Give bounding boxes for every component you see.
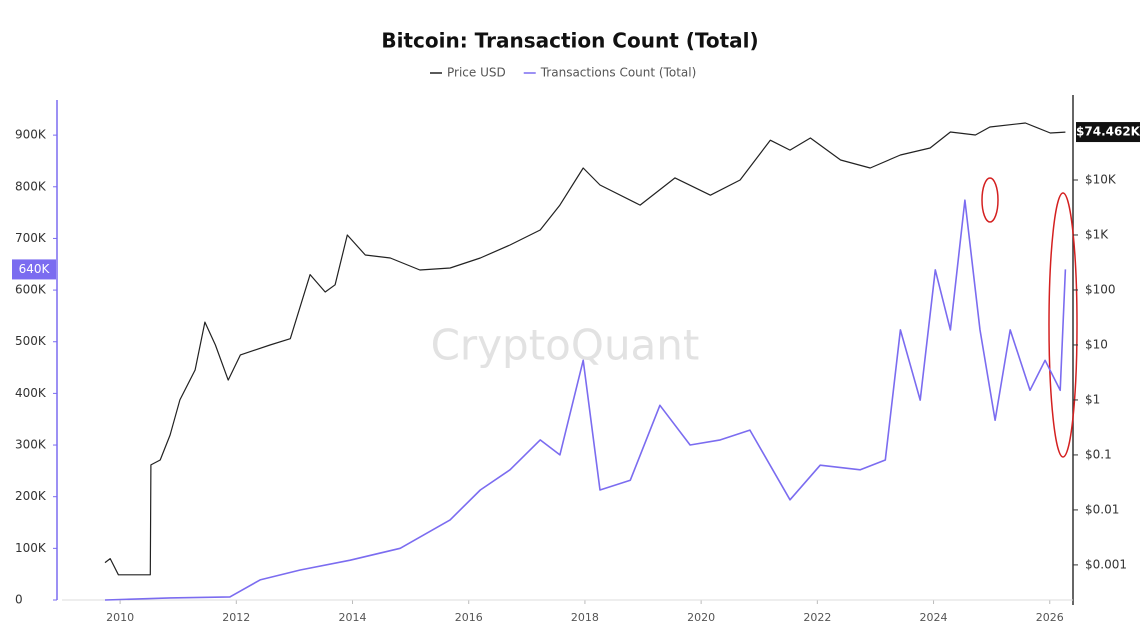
y-tick-label: 200K (15, 489, 47, 503)
y-tick-label: 700K (15, 231, 47, 245)
y-tick-label: 0 (15, 593, 23, 607)
y-tick-label: 300K (15, 438, 47, 452)
y-tick-label: 800K (15, 179, 47, 193)
y-tick-label: 900K (15, 128, 47, 142)
legend-label: Price USD (447, 66, 506, 80)
y-tick-label: 600K (15, 283, 47, 297)
current-value-badge (1076, 122, 1140, 143)
highlight-circle (981, 177, 999, 223)
x-tick-label: 2012 (222, 611, 250, 624)
series-line (104, 122, 1066, 576)
series-line (104, 199, 1067, 601)
y-tick-label: 500K (15, 334, 47, 348)
y-tick-label: 400K (15, 386, 47, 400)
x-tick-label: 2020 (687, 611, 715, 624)
current-value-label: 640K (19, 262, 51, 276)
watermark: CryptoQuant (431, 321, 700, 370)
y2-tick-label: $0.1 (1085, 447, 1112, 461)
y2-tick-label: $10 (1085, 337, 1108, 351)
chart-title: Bitcoin: Transaction Count (Total) (381, 29, 758, 53)
y2-tick-label: $10K (1085, 172, 1117, 186)
current-value-badge (12, 259, 56, 280)
y2-tick-label: $0.01 (1085, 502, 1119, 516)
highlight-circle (1048, 192, 1078, 458)
x-tick-label: 2016 (455, 611, 483, 624)
x-tick-label: 2024 (920, 611, 948, 624)
y2-tick-label: $1 (1085, 392, 1100, 406)
y2-tick-label: $1K (1085, 227, 1109, 241)
x-tick-label: 2026 (1036, 611, 1064, 624)
legend-label: Transactions Count (Total) (540, 66, 697, 80)
x-tick-label: 2014 (339, 611, 367, 624)
x-tick-label: 2022 (803, 611, 831, 624)
x-tick-label: 2018 (571, 611, 599, 624)
current-value-label: $74.462K (1076, 125, 1141, 139)
y-tick-label: 100K (15, 541, 47, 555)
y2-tick-label: $100 (1085, 282, 1116, 296)
x-tick-label: 2010 (106, 611, 134, 624)
y2-tick-label: $0.001 (1085, 557, 1127, 571)
